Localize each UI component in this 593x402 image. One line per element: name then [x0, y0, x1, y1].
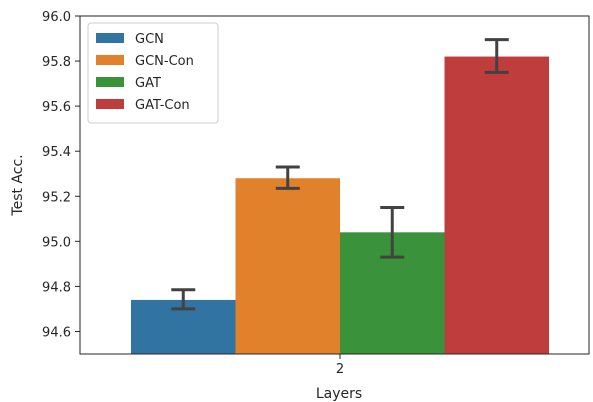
legend-label-gat: GAT — [135, 76, 161, 91]
x-tick-label: 2 — [336, 362, 344, 377]
error-bar-gcn-con — [275, 165, 300, 190]
y-tick-label: 96.0 — [42, 10, 71, 25]
axes-layer: 94.6 94.8 95.0 95.2 95.4 95.6 95.8 96.0 2 — [42, 10, 590, 377]
legend: GCN GCN-Con GAT GAT-Con — [87, 22, 219, 124]
y-tick-label: 95.8 — [42, 55, 71, 70]
legend-swatch-gcn — [96, 33, 124, 43]
error-bar-gcn — [171, 288, 196, 311]
x-axis-label: Layers — [316, 386, 362, 402]
legend-swatch-gat-con — [96, 99, 124, 109]
y-tick-label: 94.6 — [42, 325, 71, 340]
bar-gat-con — [444, 56, 549, 355]
y-tick-label: 95.6 — [42, 100, 71, 115]
y-tick-label: 94.8 — [42, 280, 71, 295]
y-tick-label: 95.0 — [42, 235, 71, 250]
legend-label-gcn-con: GCN-Con — [135, 54, 194, 69]
y-axis-label: Test Acc. — [10, 154, 26, 216]
error-bar-gat — [380, 206, 405, 259]
bar-gcn-con — [235, 178, 340, 354]
y-tick-label: 95.4 — [42, 145, 71, 160]
legend-swatch-gat — [96, 77, 124, 87]
bars-layer — [131, 56, 549, 355]
error-bar-gat-con — [484, 38, 509, 74]
legend-label-gcn: GCN — [135, 32, 164, 47]
legend-box — [87, 22, 219, 124]
y-tick-label: 95.2 — [42, 190, 71, 205]
error-bars-layer — [171, 38, 509, 311]
legend-swatch-gcn-con — [96, 55, 124, 65]
legend-label-gat-con: GAT-Con — [135, 98, 190, 113]
plot-frame — [79, 15, 590, 355]
